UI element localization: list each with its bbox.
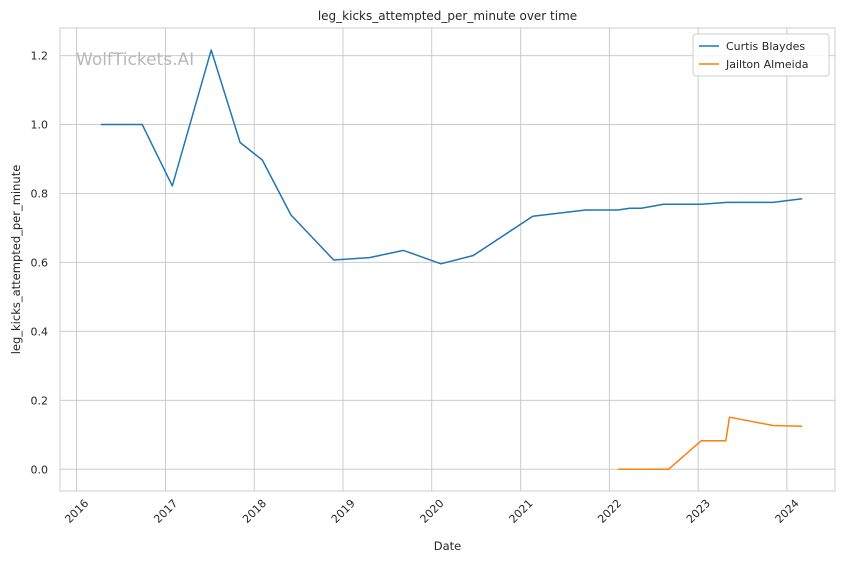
legend-label: Jailton Almeida <box>725 58 808 71</box>
y-tick-label: 1.2 <box>31 50 49 63</box>
plot-area-frame <box>59 27 836 492</box>
y-tick-label: 0.2 <box>31 394 49 407</box>
series-layer <box>100 49 803 471</box>
y-tick-label: 0.0 <box>31 463 49 476</box>
series-line <box>100 49 803 265</box>
legend-box <box>692 33 830 77</box>
y-tick-label: 0.6 <box>31 256 49 269</box>
y-tick-label: 0.8 <box>31 187 49 200</box>
y-axis-label: leg_kicks_attempted_per_minute <box>9 165 23 355</box>
series-line <box>617 416 803 471</box>
legend: Curtis Blaydes Jailton Almeida <box>692 33 830 77</box>
y-tick-label: 0.4 <box>31 325 49 338</box>
y-axis-ticks: 0.0 0.2 0.4 0.6 0.8 1.0 1.2 <box>31 50 49 477</box>
legend-label: Curtis Blaydes <box>726 40 805 53</box>
chart-title: leg_kicks_attempted_per_minute over time <box>318 9 577 23</box>
watermark: WolfTickets.AI <box>76 50 194 70</box>
y-tick-label: 1.0 <box>31 119 49 132</box>
x-axis-label: Date <box>434 539 462 553</box>
